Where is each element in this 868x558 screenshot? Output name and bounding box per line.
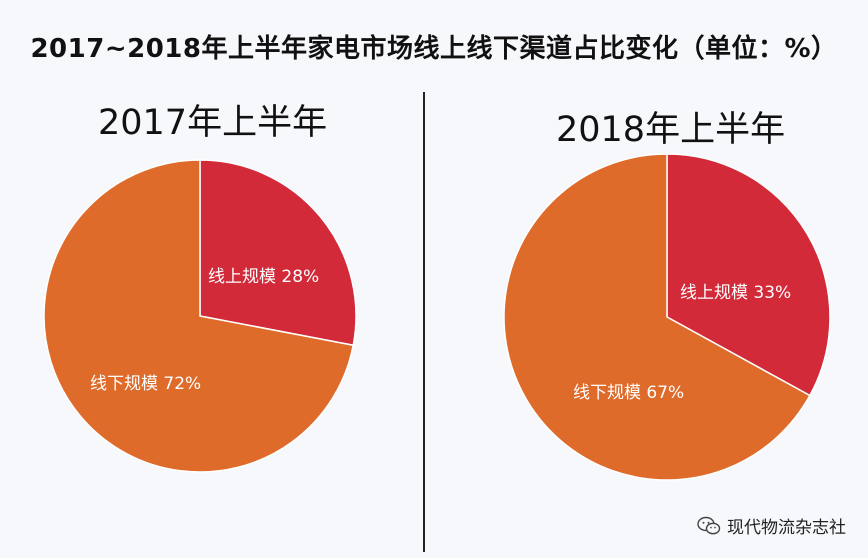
wechat-icon [697, 516, 721, 536]
watermark: 现代物流杂志社 [697, 513, 846, 538]
pie-slice-label-0-1: 线下规模 72% [90, 374, 201, 394]
pie-slice-label-1-1: 线下规模 67% [573, 383, 684, 403]
page-title: 2017~2018年上半年家电市场线上线下渠道占比变化（单位：%） [30, 34, 838, 64]
pie-slice-0-0 [199, 159, 357, 347]
pie-slice-0-1 [43, 159, 355, 473]
pie-slice-1-0 [666, 153, 831, 397]
pie-slice-label-0-0: 线上规模 28% [208, 267, 319, 287]
panel-divider [423, 92, 425, 552]
pie-title-2018: 2018年上半年 [556, 110, 786, 150]
pie-slice-label-1-0: 线上规模 33% [680, 283, 791, 303]
pie-title-2017: 2017年上半年 [98, 103, 328, 143]
watermark-text: 现代物流杂志社 [727, 518, 846, 538]
pie-slice-1-1 [503, 153, 811, 481]
